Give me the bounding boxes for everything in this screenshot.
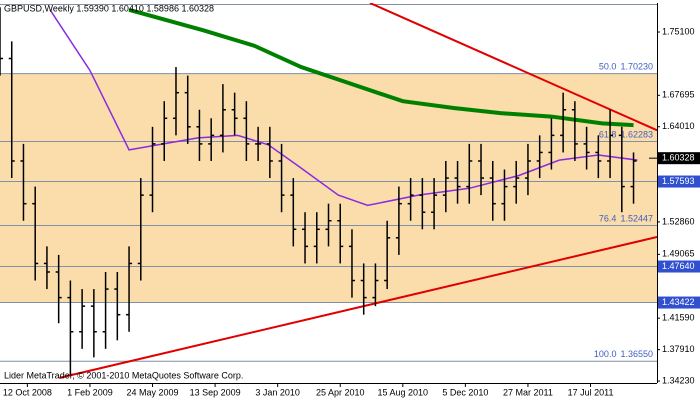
level-percent: 61.8 <box>599 130 617 140</box>
y-tick-label: 1.34230 <box>662 375 695 385</box>
level-label: 50.0 1.70230 <box>599 62 653 72</box>
indicator-line <box>369 3 657 132</box>
level-label: 76.4 1.52447 <box>599 214 653 224</box>
y-tick-label: 1.41590 <box>662 313 695 323</box>
x-tick-label: 3 Jan 2010 <box>255 387 300 397</box>
y-tick-label: 1.49065 <box>662 249 695 259</box>
x-tick-label: 1 Feb 2009 <box>67 387 113 397</box>
price-box <box>658 175 700 188</box>
x-tick-label: 12 Oct 2008 <box>3 387 52 397</box>
x-tick-label: 17 Jul 2011 <box>568 387 614 397</box>
indicator-line <box>59 236 657 379</box>
level-percent: 76.4 <box>599 214 617 224</box>
level-price: 1.62283 <box>620 130 653 140</box>
level-percent: 100.0 <box>594 350 617 360</box>
level-price: 1.36550 <box>620 350 653 360</box>
level-price: 1.52447 <box>620 214 653 224</box>
y-tick-label: 1.64010 <box>662 121 695 131</box>
level-label: 61.8 1.62283 <box>599 130 653 140</box>
x-tick-label: 24 May 2009 <box>126 387 178 397</box>
current-price-label: 1.60328 <box>662 153 695 163</box>
price-box-label: 1.47640 <box>662 261 695 271</box>
level-percent: 50.0 <box>599 62 617 72</box>
x-tick-label: 13 Sep 2009 <box>190 387 241 397</box>
level-price: 1.70230 <box>620 62 653 72</box>
y-tick-label: 1.75100 <box>662 26 695 36</box>
y-tick-label: 1.52860 <box>662 216 695 226</box>
price-box-label: 1.57593 <box>662 176 695 186</box>
x-tick-label: 27 Mar 2011 <box>503 387 553 397</box>
price-box <box>658 296 700 309</box>
indicator-line <box>128 7 634 128</box>
y-tick-label: 1.37910 <box>662 344 695 354</box>
level-label: 100.0 1.36550 <box>594 350 653 360</box>
y-tick-label: 1.67695 <box>662 90 695 100</box>
chart-title: GBPUSD,Weekly 1.59390 1.60410 1.58986 1.… <box>4 3 214 13</box>
current-price-box <box>658 152 700 165</box>
x-tick-label: 5 Dec 2010 <box>442 387 488 397</box>
price-box <box>658 260 700 273</box>
x-tick-label: 25 Apr 2010 <box>316 387 365 397</box>
footer: Lider MetaTrader, © 2001-2010 MetaQuotes… <box>4 370 243 380</box>
x-tick-label: 15 Aug 2010 <box>378 387 429 397</box>
price-box-label: 1.43422 <box>662 297 695 307</box>
